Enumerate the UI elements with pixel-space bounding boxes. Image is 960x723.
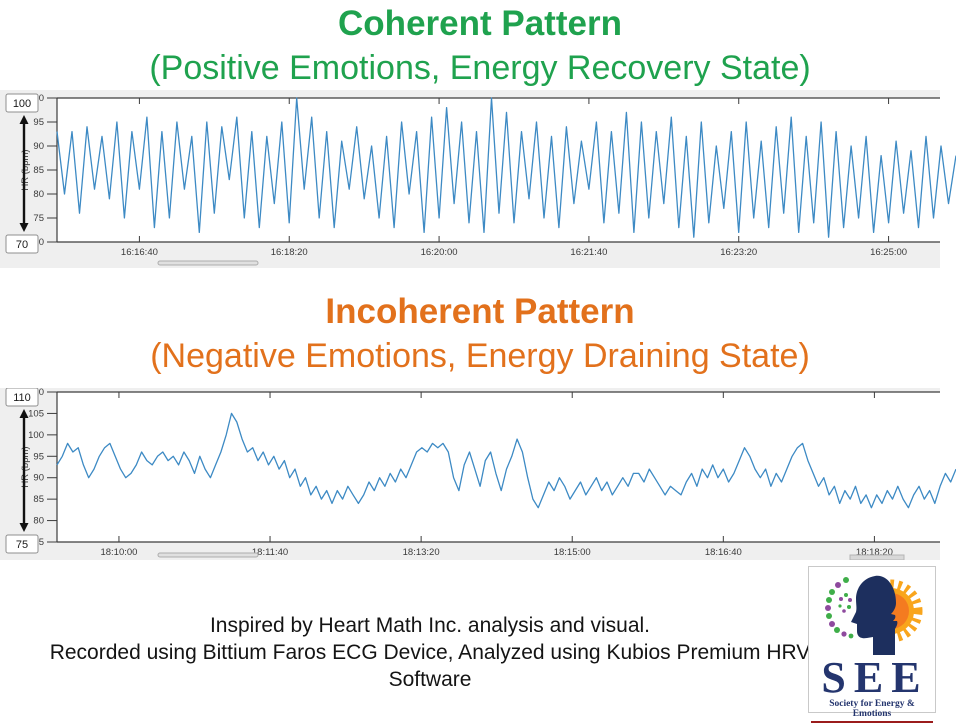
hr-series-line: [56, 97, 956, 238]
y-tick-label: 105: [28, 408, 44, 419]
face-silhouette-icon: [851, 575, 898, 655]
footer-line-3: Software: [388, 668, 472, 691]
y-tick-label: 85: [33, 494, 44, 505]
incoherent-title-line1: Incoherent Pattern: [325, 292, 635, 331]
range-max-box: [5, 388, 39, 407]
hr-series-line: [56, 412, 956, 509]
range-min-box-label: 70: [16, 239, 28, 251]
x-tick-label: 16:20:00: [421, 247, 458, 258]
plot-area: [57, 98, 940, 242]
logo-acronym: SEE: [821, 653, 929, 702]
coherent-title-line2: (Positive Emotions, Energy Recovery Stat…: [149, 49, 811, 87]
plot-border: [56, 391, 940, 543]
y-tick-label: 80: [33, 189, 44, 200]
x-scrollbar[interactable]: [157, 552, 259, 558]
see-logo-art: [825, 575, 923, 655]
spiral-dots-icon: [825, 577, 854, 639]
x-tick-label: 16:21:40: [570, 247, 607, 258]
incoherent-title: Incoherent Pattern (Negative Emotions, E…: [0, 290, 960, 378]
coherent-title: Coherent Pattern (Positive Emotions, Ene…: [0, 2, 960, 90]
y-axis-label: HR (bpm): [20, 149, 31, 190]
y-tick-label: 85: [33, 165, 44, 176]
footer-line-1: Inspired by Heart Math Inc. analysis and…: [209, 614, 651, 637]
x-tick-label: 18:13:20: [403, 547, 440, 558]
range-max-box-label: 110: [13, 392, 31, 404]
y-tick-label: 90: [33, 141, 44, 152]
x-scrollbar[interactable]: [157, 260, 259, 266]
range-min-box: [5, 534, 39, 554]
incoherent-title-line2: (Negative Emotions, Energy Draining Stat…: [150, 337, 810, 375]
see-logo: SEE Society for Energy & Emotions: [808, 566, 936, 723]
range-arrow-icon: [19, 409, 29, 532]
x-tick-label: 18:18:20: [856, 547, 893, 558]
y-axis-label: HR (bpm): [20, 446, 31, 487]
y-tick-label: 95: [33, 451, 44, 462]
footer-credits: Inspired by Heart Math Inc. analysis and…: [10, 612, 850, 693]
logo-tagline: Society for Energy & Emotions: [811, 699, 933, 723]
y-tick-label: 90: [33, 473, 44, 484]
y-tick-label: 80: [33, 516, 44, 527]
range-max-box: [5, 93, 39, 113]
range-arrow-icon: [19, 115, 29, 232]
x-tick-label: 16:23:20: [720, 247, 757, 258]
plot-border: [56, 97, 940, 243]
x-tick-label: 18:11:40: [252, 547, 288, 558]
x-tick-label: 18:10:00: [100, 547, 137, 558]
x-tick-label: 16:18:20: [271, 247, 308, 258]
incoherent-chart: 75 80 85 90 95 100 105 110 18:10:00 18:11:40 18:13…: [0, 388, 956, 560]
coherent-title-line1: Coherent Pattern: [338, 4, 622, 43]
y-tick-label: 75: [33, 213, 44, 224]
x-tick-label: 18:16:40: [705, 547, 742, 558]
x-scrollbar-handle[interactable]: [849, 554, 905, 560]
y-tick-label: 100: [28, 430, 44, 441]
y-tick-label: 70: [33, 237, 44, 248]
y-tick-label: 75: [33, 537, 44, 548]
plot-area: [57, 392, 940, 542]
x-tick-label: 16:25:00: [870, 247, 907, 258]
range-min-box-label: 75: [16, 539, 28, 551]
x-tick-label: 18:15:00: [554, 547, 591, 558]
y-tick-label: 95: [33, 117, 44, 128]
x-tick-label: 16:16:40: [121, 247, 158, 258]
footer-line-2: Recorded using Bittium Faros ECG Device,…: [49, 641, 811, 664]
range-max-box-label: 100: [13, 98, 31, 110]
range-min-box: [5, 234, 39, 254]
